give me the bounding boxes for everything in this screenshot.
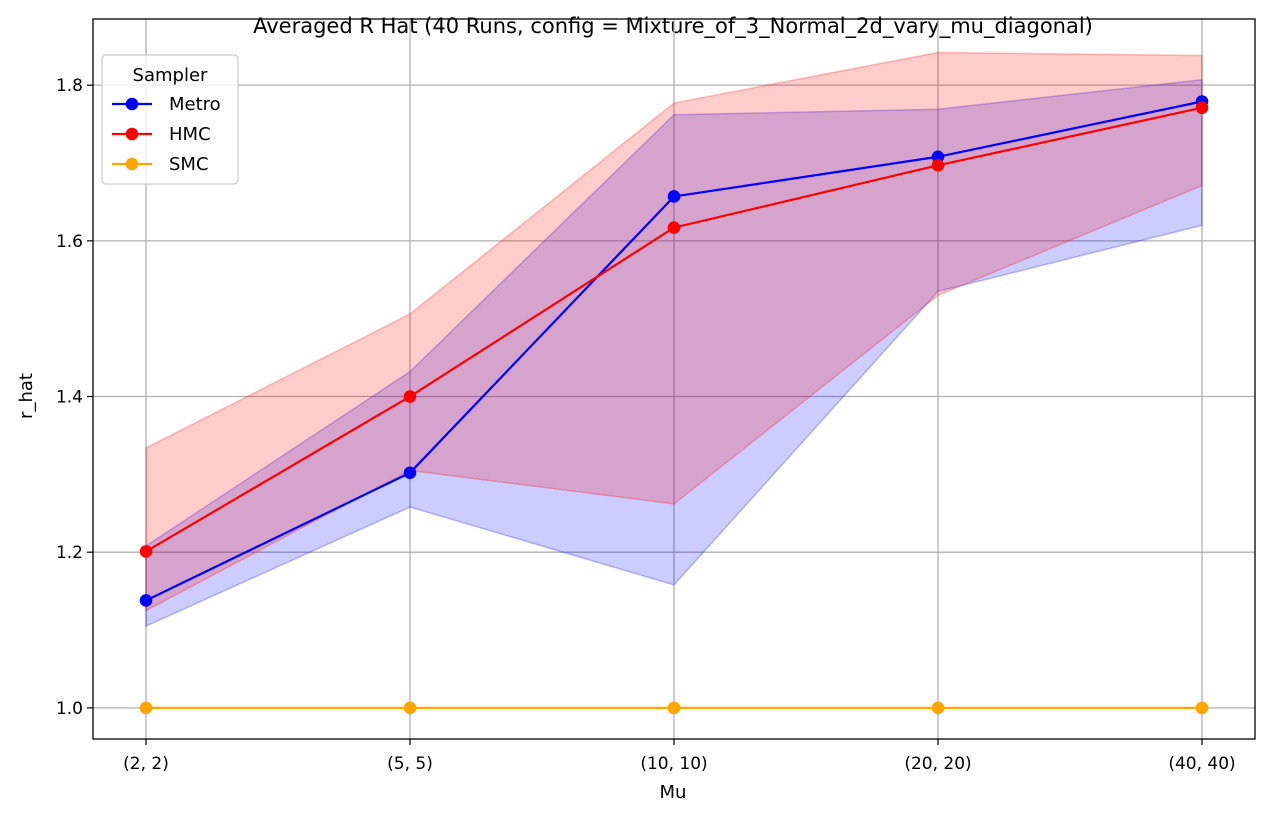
legend-entries: Metro HMC SMC [112,94,221,175]
x-tick-label: (10, 10) [640,754,707,774]
metro-point [667,190,681,203]
hmc-point [403,390,417,403]
x-axis-ticks: (2, 2) (5, 5) (10, 10) (20, 20) (40, 40) [123,739,1236,774]
hmc-legend-label: HMC [169,124,211,145]
x-tick-label: (40, 40) [1168,754,1235,774]
metro-point [139,594,153,607]
metro-legend-marker [125,97,139,111]
x-tick-label: (20, 20) [904,754,971,774]
smc-legend-label: SMC [169,154,209,175]
legend-title: Sampler [133,65,208,86]
legend: Sampler Metro HMC SMC [101,54,239,185]
y-tick-label: 1.0 [56,699,83,719]
legend-box [101,54,239,185]
x-axis-label: Mu [660,782,687,803]
hmc-point [931,159,945,172]
hmc-point [1195,101,1209,115]
y-tick-label: 1.6 [56,232,83,252]
smc-point [403,701,417,715]
y-tick-label: 1.8 [56,76,83,96]
y-axis-ticks: 1.0 1.2 1.4 1.6 1.8 [56,76,93,719]
hmc-point [139,545,153,558]
data-points [139,95,1209,715]
hmc-legend-marker [125,127,139,141]
smc-point [931,701,945,715]
hmc-band [145,51,1203,612]
hmc-point [667,221,681,234]
chart-title: Averaged R Hat (40 Runs, config = Mixtur… [253,14,1093,39]
x-tick-label: (5, 5) [387,754,433,774]
metro-legend-label: Metro [169,94,221,115]
metro-band [145,78,1203,628]
x-tick-label: (2, 2) [123,754,169,774]
smc-point [139,701,153,715]
y-tick-label: 1.4 [56,388,83,408]
smc-legend-marker [125,157,139,171]
smc-point [667,701,681,715]
y-tick-label: 1.2 [56,543,83,563]
y-axis-label: r_hat [16,373,37,419]
metro-point [403,466,417,480]
smc-point [1195,701,1209,715]
